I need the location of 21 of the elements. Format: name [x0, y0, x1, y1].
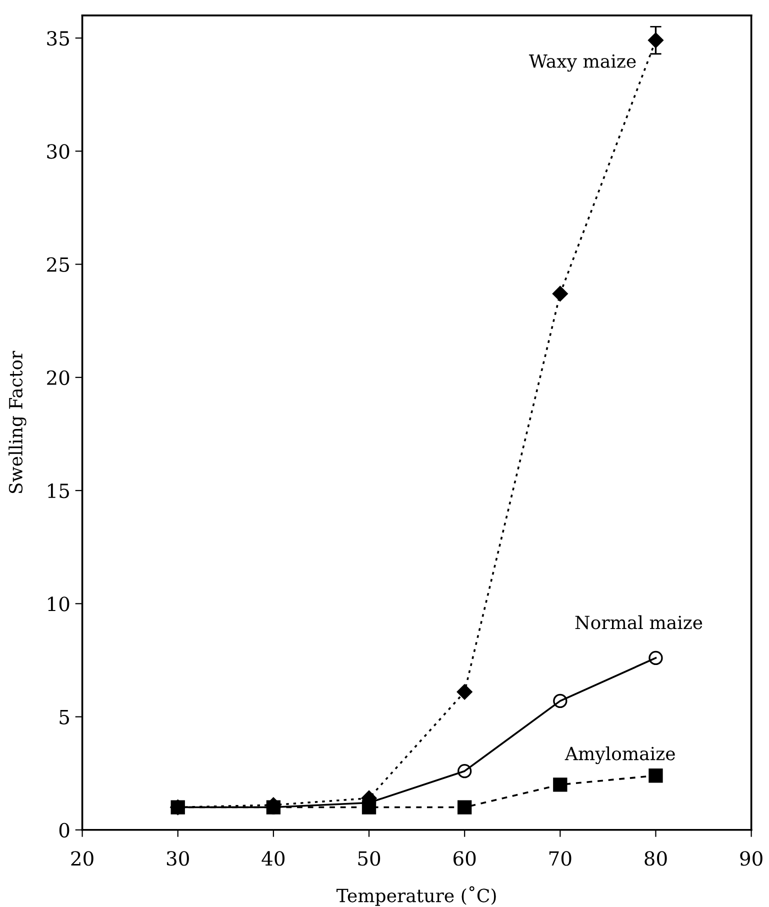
x-axis-title: Temperature (˚C) [336, 886, 496, 906]
series-label: Amylomaize [564, 746, 675, 764]
series-label: Waxy maize [528, 54, 636, 72]
x-tick-label: 70 [549, 851, 572, 866]
y-axis-title: Swelling Factor [8, 350, 26, 493]
x-tick-label: 30 [166, 851, 189, 866]
series-label: Normal maize [575, 615, 702, 630]
y-tick-label: 15 [48, 483, 69, 498]
x-tick-label: 60 [454, 851, 476, 866]
y-tick-label: 20 [47, 370, 70, 386]
y-tick-label: 30 [47, 144, 70, 159]
x-tick-label: 50 [358, 851, 380, 866]
x-tick-label: 20 [71, 851, 94, 866]
x-tick-label: 40 [262, 851, 285, 866]
y-tick-label: 10 [48, 596, 70, 612]
x-tick-label: 90 [740, 851, 762, 866]
x-tick-label: 80 [644, 851, 667, 866]
y-tick-label: 0 [59, 822, 70, 838]
y-tick-label: 25 [47, 257, 69, 272]
y-tick-label: 35 [47, 31, 69, 46]
y-tick-label: 5 [60, 710, 69, 724]
